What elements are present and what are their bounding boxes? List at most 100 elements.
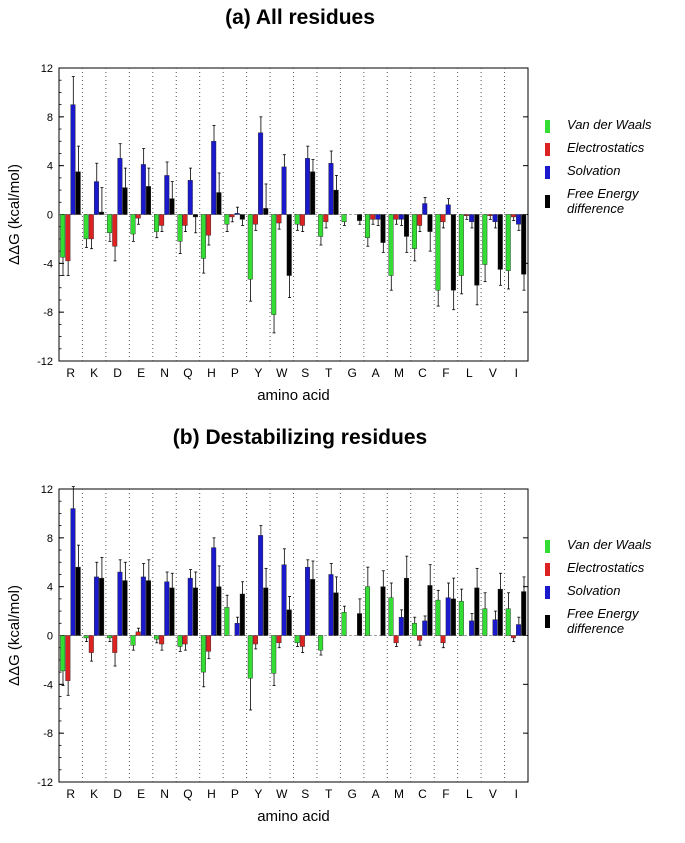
x-tick-label: D — [113, 787, 122, 801]
x-tick-label: V — [489, 366, 497, 380]
legend-label: Electrostatics — [567, 140, 645, 155]
free-energy-bar — [521, 214, 527, 275]
y-tick-label: -12 — [37, 777, 53, 789]
electrostatics-bar — [323, 214, 329, 223]
free-energy-bar — [474, 587, 480, 636]
solvation-bar — [140, 164, 146, 215]
x-tick-label: Q — [183, 787, 192, 801]
electrostatics-bar — [299, 214, 305, 226]
vdw-bar — [177, 214, 183, 242]
y-tick-label: -12 — [37, 356, 53, 368]
x-tick-label: N — [160, 366, 169, 380]
free-energy-bar — [263, 208, 269, 215]
y-tick-label: 12 — [41, 484, 53, 496]
solvation-bar — [281, 166, 287, 215]
electrostatics-bar — [206, 635, 212, 652]
vdw-bar — [107, 214, 113, 234]
solvation-bar — [422, 620, 428, 636]
vdw-bar — [482, 214, 488, 265]
x-tick-label: C — [418, 787, 427, 801]
solvation-bar — [305, 158, 310, 215]
legend-swatch-free-energy — [545, 615, 550, 628]
electrostatics-bar — [276, 635, 282, 644]
x-tick-label: F — [442, 787, 449, 801]
x-tick-label: I — [515, 366, 518, 380]
free-energy-bar — [450, 598, 456, 636]
free-energy-bar — [427, 585, 433, 636]
x-tick-label: H — [207, 787, 216, 801]
solvation-bar — [516, 624, 522, 636]
electrostatics-bar — [135, 631, 141, 636]
free-energy-bar — [403, 577, 409, 636]
vdw-bar — [224, 607, 230, 636]
legend-label: Free Energy difference — [567, 606, 639, 636]
free-energy-bar — [310, 171, 316, 215]
vdw-bar — [200, 635, 206, 673]
vdw-bar — [107, 635, 113, 639]
electrostatics-bar — [440, 214, 446, 223]
vdw-bar — [411, 623, 417, 636]
free-energy-bar — [403, 214, 409, 237]
vdw-bar — [505, 608, 511, 636]
free-energy-bar — [357, 613, 363, 636]
solvation-bar — [445, 204, 451, 215]
solvation-bar — [516, 214, 522, 225]
solvation-bar — [258, 132, 264, 215]
x-tick-label: M — [394, 787, 404, 801]
vdw-bar — [482, 608, 488, 636]
x-tick-label: T — [325, 366, 333, 380]
solvation-bar — [234, 213, 240, 215]
vdw-bar — [60, 635, 66, 672]
panel-destabilizing-residues: (b) Destabilizing residues -12 -8 -4 0 4 8 12 R… — [0, 421, 685, 843]
electrostatics-bar — [182, 635, 188, 645]
vdw-bar — [60, 214, 66, 258]
x-tick-label: Q — [183, 366, 192, 380]
vdw-bar — [177, 635, 183, 647]
free-energy-bar — [75, 171, 81, 215]
vdw-bar — [154, 214, 159, 232]
x-tick-label: V — [489, 787, 497, 801]
electrostatics-bar — [276, 214, 282, 224]
solvation-bar — [117, 158, 123, 215]
legend-swatch-vdw — [545, 540, 550, 553]
free-energy-bar — [286, 609, 292, 636]
x-tick-label: E — [137, 366, 145, 380]
x-tick-label: S — [301, 366, 309, 380]
y-tick-label: 0 — [47, 210, 53, 222]
free-energy-bar — [380, 586, 386, 636]
free-energy-bar — [99, 577, 105, 636]
free-energy-bar — [169, 198, 175, 215]
vdw-bar — [505, 214, 511, 271]
electrostatics-bar — [182, 214, 188, 226]
free-energy-bar — [192, 214, 198, 218]
electrostatics-bar — [159, 635, 165, 645]
electrostatics-bar — [510, 214, 516, 218]
free-energy-bar — [146, 186, 151, 215]
electrostatics-bar — [299, 635, 305, 647]
electrostatics-bar — [65, 635, 71, 681]
electrostatics-bar — [417, 635, 423, 641]
electrostatics-bar — [464, 214, 469, 216]
electrostatics-bar — [510, 635, 516, 639]
solvation-bar — [164, 581, 170, 636]
free-energy-bar — [380, 214, 386, 243]
x-tick-label: L — [466, 787, 473, 801]
free-energy-bar — [239, 214, 245, 220]
legend-label: Solvation — [567, 583, 621, 598]
y-tick-label: 12 — [41, 63, 53, 75]
solvation-bar — [93, 181, 99, 215]
free-energy-bar — [75, 566, 81, 636]
panel-all-residues: (a) All residues -12 -8 -4 0 4 8 12 R K D E N Q H P Y W S… — [0, 0, 685, 421]
free-energy-bar — [286, 214, 292, 276]
x-tick-label: N — [160, 787, 169, 801]
legend-swatch-free-energy — [545, 195, 550, 208]
solvation-bar — [375, 214, 381, 220]
x-tick-label: Y — [254, 787, 262, 801]
legend-swatch-solvation — [545, 586, 550, 599]
electrostatics-bar — [252, 635, 258, 645]
electrostatics-bar — [229, 214, 235, 218]
electrostatics-bar — [88, 214, 94, 240]
free-energy-bar — [99, 211, 105, 215]
x-tick-label: G — [347, 787, 356, 801]
